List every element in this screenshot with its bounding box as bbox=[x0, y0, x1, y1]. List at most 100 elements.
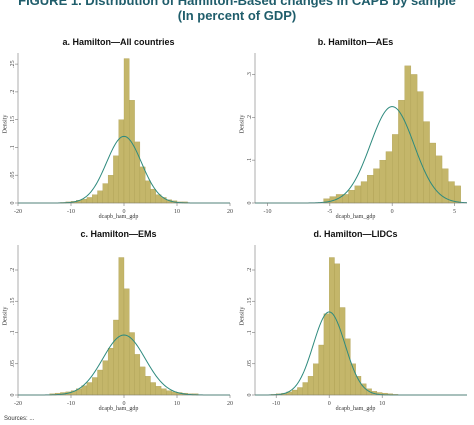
histogram-bar bbox=[329, 257, 335, 396]
x-tick-label: 10 bbox=[379, 401, 385, 407]
histogram-bar bbox=[155, 386, 162, 396]
histogram-bar bbox=[86, 197, 93, 204]
histogram-bar bbox=[97, 190, 103, 204]
histogram-bar bbox=[429, 142, 436, 204]
panel-title: b. Hamilton—AEs bbox=[317, 37, 394, 47]
histogram-bar bbox=[113, 155, 119, 204]
y-tick-label: .15 bbox=[10, 298, 16, 306]
histogram-bar bbox=[160, 388, 167, 396]
y-tick-label: .1 bbox=[247, 330, 253, 335]
histogram-bar bbox=[102, 183, 109, 204]
chart-panel-aes: b. Hamilton—AEs -10 -5 0 5 0 .1 .2 .3 Density d… bbox=[237, 33, 474, 228]
x-tick-label: 20 bbox=[227, 401, 233, 407]
x-axis-label: dcapb_ham_gdp bbox=[335, 406, 376, 412]
histogram-bar bbox=[385, 151, 393, 204]
histogram-bar bbox=[92, 377, 98, 396]
histogram-bar bbox=[123, 58, 130, 204]
y-tick-label: .2 bbox=[10, 90, 16, 95]
y-tick-label: .2 bbox=[10, 268, 16, 273]
x-tick-label: -10 bbox=[263, 209, 271, 215]
histogram-bar bbox=[81, 198, 88, 204]
x-tick-label: 0 bbox=[328, 401, 331, 407]
chart-panel-all-countries: a. Hamilton—All countries -20 -10 0 10 20 0 .0… bbox=[0, 33, 237, 228]
panel-title: c. Hamilton—EMs bbox=[80, 229, 157, 239]
histogram-bar bbox=[107, 347, 114, 396]
y-tick-label: .1 bbox=[10, 330, 16, 335]
histogram-bar bbox=[139, 366, 146, 396]
histogram-bar bbox=[373, 168, 380, 204]
y-axis-label: Density bbox=[239, 306, 246, 326]
y-tick-label: .1 bbox=[10, 145, 16, 150]
x-tick-label: 20 bbox=[227, 209, 233, 215]
y-tick-label: .05 bbox=[10, 360, 16, 368]
histogram-bar bbox=[113, 319, 119, 396]
histogram-bar bbox=[318, 344, 325, 396]
x-tick-label: 0 bbox=[123, 401, 126, 407]
y-tick-label: .05 bbox=[247, 360, 253, 368]
histogram-bar bbox=[145, 180, 151, 204]
x-tick-label: 10 bbox=[174, 401, 180, 407]
histogram-bar bbox=[145, 376, 151, 396]
histogram-bar bbox=[150, 382, 156, 396]
chart-panel-lidcs: d. Hamilton—LIDCs -10 0 10 0 .05 .1 .15 .2 Dens… bbox=[237, 225, 474, 420]
y-tick-label: 0 bbox=[10, 202, 16, 205]
histogram-bar bbox=[123, 288, 130, 396]
y-tick-label: 0 bbox=[10, 394, 16, 397]
y-axis-label: Density bbox=[2, 114, 9, 134]
footnote: Sources: ... bbox=[4, 416, 35, 422]
y-tick-label: .05 bbox=[10, 171, 16, 179]
x-tick-label: -10 bbox=[67, 401, 75, 407]
panel-title: d. Hamilton—LIDCs bbox=[313, 229, 398, 239]
x-axis-label: dcapb_ham_gdp bbox=[98, 406, 139, 412]
histogram-bar bbox=[118, 119, 125, 204]
x-tick-label: 0 bbox=[391, 209, 394, 215]
figure-title: FIGURE 1. Distribution of Hamilton-Based… bbox=[18, 0, 456, 8]
histogram-chart: -20 -10 0 10 20 0 .05 .1 .15 .2 bbox=[10, 245, 233, 407]
histogram-bar bbox=[302, 382, 309, 396]
y-axis-label: Density bbox=[239, 114, 246, 134]
x-tick-label: -10 bbox=[67, 209, 75, 215]
histogram-bar bbox=[360, 181, 368, 204]
histogram-bar bbox=[97, 369, 103, 396]
y-tick-label: 0 bbox=[247, 202, 253, 205]
histogram-chart: -10 -5 0 5 0 .1 .2 .3 bbox=[247, 53, 468, 215]
histogram-bar bbox=[323, 313, 330, 396]
histogram-bar bbox=[334, 263, 340, 396]
y-tick-label: .15 bbox=[10, 116, 16, 124]
figure-subtitle: (In percent of GDP) bbox=[177, 8, 297, 23]
histogram-bar bbox=[81, 385, 88, 396]
histogram-bar bbox=[86, 382, 93, 396]
histogram-bar bbox=[454, 185, 461, 204]
histogram-bar bbox=[348, 189, 355, 204]
x-tick-label: 10 bbox=[174, 209, 180, 215]
histogram-bar bbox=[313, 363, 319, 396]
x-tick-label: -20 bbox=[14, 209, 22, 215]
histogram-bar bbox=[102, 360, 109, 396]
y-tick-label: .25 bbox=[10, 60, 16, 68]
histogram-bar bbox=[367, 174, 374, 204]
histogram-bar bbox=[435, 155, 443, 204]
y-tick-label: .15 bbox=[247, 298, 253, 306]
histogram-bar bbox=[134, 141, 141, 204]
histogram-bar bbox=[416, 91, 424, 204]
histogram-bar bbox=[392, 134, 399, 204]
y-tick-label: .3 bbox=[247, 72, 253, 77]
x-tick-label: -5 bbox=[327, 209, 332, 215]
histogram-bar bbox=[92, 194, 98, 204]
histogram-bar bbox=[291, 389, 298, 396]
histogram-bar bbox=[129, 100, 135, 204]
y-tick-label: .2 bbox=[247, 268, 253, 273]
histogram-chart: -10 0 10 0 .05 .1 .15 .2 bbox=[247, 245, 467, 407]
histogram-bar bbox=[150, 188, 156, 204]
y-tick-label: 0 bbox=[247, 394, 253, 397]
x-tick-label: 0 bbox=[123, 209, 126, 215]
x-tick-label: -20 bbox=[14, 401, 22, 407]
x-axis-label: dcapb_ham_gdp bbox=[98, 214, 139, 220]
histogram-bar bbox=[297, 387, 303, 396]
x-tick-label: 5 bbox=[453, 209, 456, 215]
histogram-bar bbox=[139, 166, 146, 204]
histogram-bar bbox=[423, 121, 430, 204]
chart-panel-ems: c. Hamilton—EMs -20 -10 0 10 20 0 .05 .1 .15 .2 D… bbox=[0, 225, 237, 420]
y-tick-label: .2 bbox=[247, 115, 253, 120]
panel-title: a. Hamilton—All countries bbox=[62, 37, 175, 47]
